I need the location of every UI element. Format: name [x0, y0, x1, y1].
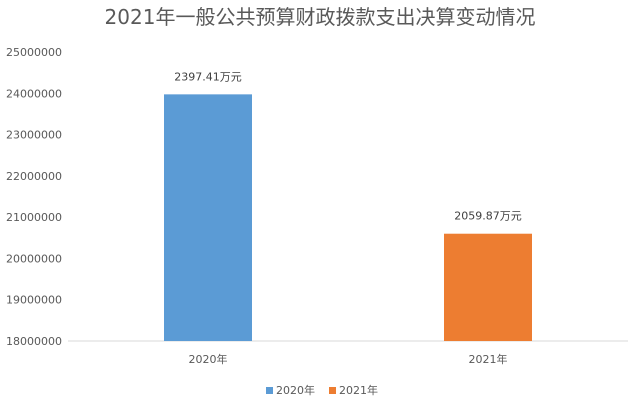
data-labels-group: 2397.41万元 2059.87万元 [174, 70, 522, 222]
y-tick-label: 22000000 [6, 170, 62, 183]
legend: 2020年 2021年 [266, 383, 378, 397]
legend-label: 2020年 [276, 383, 315, 397]
bar [164, 94, 252, 341]
y-tick-label: 19000000 [6, 294, 62, 307]
y-tick-label: 25000000 [6, 46, 62, 59]
data-label: 2397.41万元 [174, 70, 242, 83]
y-tick-label: 20000000 [6, 252, 62, 265]
data-label: 2059.87万元 [454, 210, 522, 223]
category-label: 2021年 [469, 352, 508, 366]
bar [444, 233, 532, 341]
category-label: 2020年 [189, 352, 228, 366]
category-labels-group: 2020年 2021年 [189, 352, 508, 366]
y-axis-ticks: 18000000 19000000 20000000 21000000 22000000… [6, 46, 62, 348]
bars-group [164, 94, 532, 341]
y-tick-label: 23000000 [6, 129, 62, 142]
legend-swatch [329, 387, 336, 394]
y-tick-label: 24000000 [6, 87, 62, 100]
y-tick-label: 18000000 [6, 335, 62, 348]
chart-title: 2021年一般公共预算财政拨款支出决算变动情况 [105, 5, 536, 29]
y-tick-label: 21000000 [6, 211, 62, 224]
legend-swatch [266, 387, 273, 394]
legend-label: 2021年 [339, 383, 378, 397]
